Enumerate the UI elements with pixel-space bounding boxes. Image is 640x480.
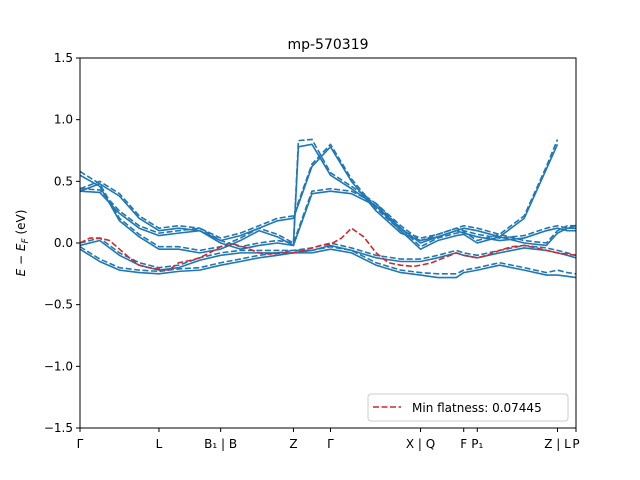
y-tick-label: 1.0: [54, 113, 73, 127]
band-line-7: [80, 248, 576, 279]
x-tick-label: P₁: [471, 437, 483, 451]
band-line-6: [80, 237, 576, 269]
x-tick-label: F: [460, 437, 467, 451]
y-axis-label-subscript: F: [21, 238, 31, 244]
x-tick-label: L: [156, 437, 163, 451]
band-line-10: [80, 180, 576, 248]
y-axis-label-unit: (eV): [14, 210, 28, 239]
x-tick-label: Γ: [327, 437, 334, 451]
band-line-8: [80, 245, 576, 275]
x-tick-label: Γ: [77, 437, 84, 451]
band-line-4: [80, 138, 559, 252]
y-tick-label: −1.0: [44, 359, 73, 373]
flat-band-line: [80, 227, 576, 271]
y-axis-label: E − EF (eV): [14, 210, 31, 277]
legend-box: [367, 393, 569, 422]
y-axis-label-main: E − E: [14, 243, 28, 276]
series-layer: [80, 138, 576, 279]
band-line-9: [80, 183, 576, 250]
y-tick-label: 0.5: [54, 174, 73, 188]
x-tick-label: Z: [289, 437, 297, 451]
x-tick-label: Z | L: [544, 437, 571, 451]
chart-title: mp-570319: [287, 37, 368, 53]
legend: Min flatness: 0.07445: [367, 393, 569, 422]
y-tick-label: −1.5: [44, 421, 73, 435]
legend-label: Min flatness: 0.07445: [412, 401, 542, 415]
y-tick-label: −0.5: [44, 298, 73, 312]
y-tick-label: 1.5: [54, 51, 73, 65]
x-tick-label: B₁ | B: [204, 437, 237, 451]
y-axis-ticks: −1.5 −1.0 −0.5 0.0 0.5 1.0 1.5: [44, 51, 80, 435]
x-tick-label: X | Q: [406, 437, 435, 451]
y-tick-label: 0.0: [54, 236, 73, 250]
band-line-3: [80, 143, 559, 254]
x-tick-label: P: [572, 437, 579, 451]
